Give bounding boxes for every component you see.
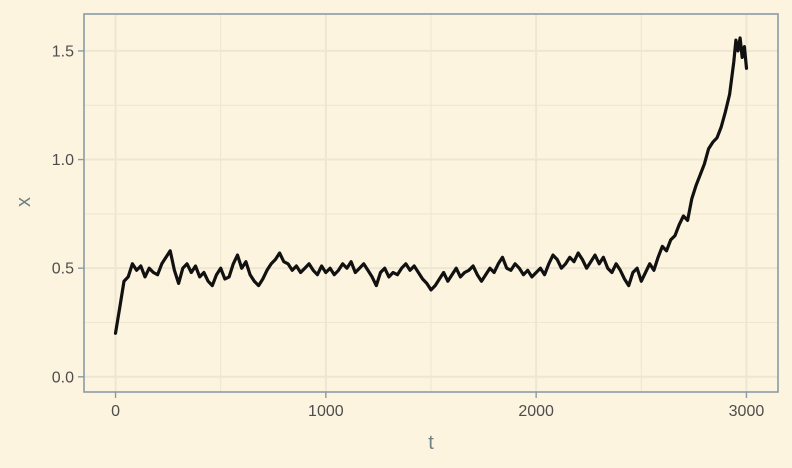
y-axis-title: x [13, 197, 35, 207]
y-tick-label: 0.0 [52, 369, 74, 386]
y-tick-label: 0.5 [52, 261, 74, 278]
series-line-0 [113, 36, 749, 335]
x-tick-label: 3000 [729, 403, 765, 420]
series-lines [113, 36, 749, 335]
plot-frame [83, 13, 779, 393]
x-tick-label: 1000 [308, 403, 344, 420]
x-tick-label: 0 [111, 403, 120, 420]
grid [84, 14, 778, 392]
y-tick-label: 1.5 [52, 43, 74, 60]
axis-ticks [78, 50, 748, 398]
x-tick-label: 2000 [518, 403, 554, 420]
y-tick-label: 1.0 [52, 152, 74, 169]
x-axis-title: t [428, 432, 434, 454]
tick-labels: 0 1000 2000 3000 0.0 0.5 1.0 1.5 [52, 43, 765, 420]
